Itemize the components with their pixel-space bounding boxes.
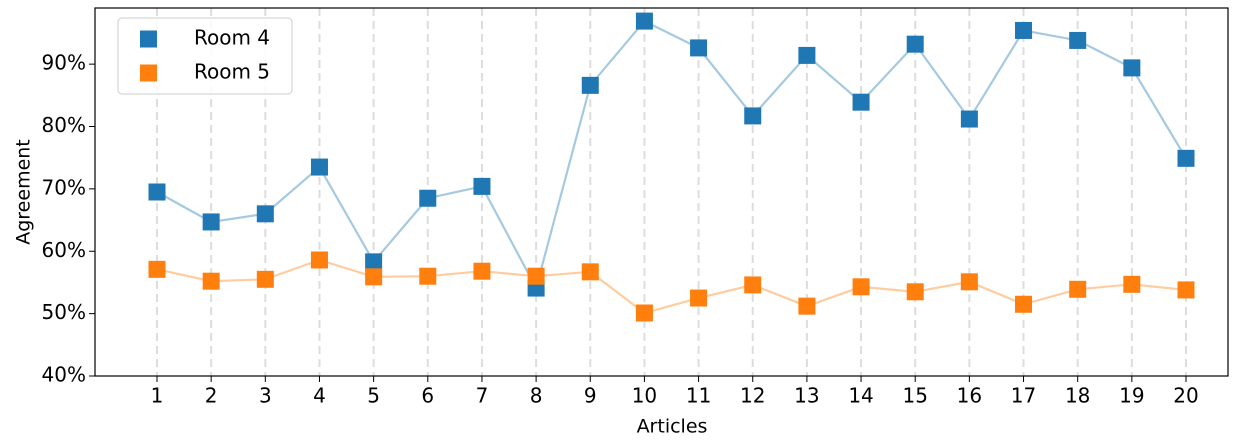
- marker: [365, 268, 383, 286]
- plot-frame: [94, 7, 1229, 377]
- legend-marker: [140, 30, 157, 48]
- y-tick-label: 80%: [42, 113, 86, 137]
- y-tick-label: 50%: [42, 300, 86, 324]
- marker: [852, 93, 870, 111]
- marker: [1069, 31, 1087, 49]
- x-tick-label: 3: [259, 384, 272, 408]
- marker: [1123, 275, 1141, 293]
- x-tick-label: 20: [1173, 384, 1198, 408]
- marker: [1015, 295, 1033, 313]
- marker: [419, 189, 437, 207]
- x-tick-label: 17: [1011, 384, 1036, 408]
- marker: [1177, 149, 1195, 167]
- marker: [1177, 281, 1195, 299]
- y-axis-label: Agreement: [13, 139, 35, 245]
- marker: [256, 205, 274, 223]
- marker: [690, 39, 708, 57]
- marker: [852, 278, 870, 296]
- marker: [473, 262, 491, 280]
- marker: [635, 12, 653, 30]
- legend-box: [117, 17, 293, 95]
- marker: [473, 177, 491, 195]
- marker: [906, 35, 924, 53]
- marker: [744, 107, 762, 125]
- series-line: [156, 258, 1187, 315]
- x-tick-label: 9: [584, 384, 597, 408]
- marker: [527, 267, 545, 285]
- y-tick-label: 90%: [42, 51, 86, 75]
- x-tick-label: 4: [313, 384, 326, 408]
- marker: [581, 263, 599, 281]
- marker: [798, 46, 816, 64]
- legend-marker: [140, 64, 157, 82]
- marker: [690, 289, 708, 307]
- x-tick-label: 12: [740, 384, 765, 408]
- y-tick-label: 40%: [42, 363, 86, 387]
- y-tick-label: 60%: [42, 238, 86, 262]
- marker: [1015, 21, 1033, 39]
- marker: [419, 267, 437, 285]
- marker: [635, 304, 653, 322]
- x-tick-label: 7: [476, 384, 489, 408]
- x-tick-label: 15: [902, 384, 927, 408]
- marker: [1069, 280, 1087, 298]
- y-tick-label: 70%: [42, 175, 86, 199]
- legend-label: Room 4: [194, 26, 270, 50]
- marker: [365, 253, 383, 271]
- marker: [906, 283, 924, 301]
- x-tick-label: 6: [421, 384, 434, 408]
- x-tick-label: 8: [530, 384, 543, 408]
- x-tick-label: 14: [848, 384, 873, 408]
- marker: [310, 251, 328, 269]
- marker: [256, 270, 274, 288]
- marker: [960, 273, 978, 291]
- x-tick-label: 19: [1119, 384, 1144, 408]
- x-tick-label: 1: [151, 384, 164, 408]
- legend-label: Room 5: [194, 60, 270, 84]
- marker: [581, 76, 599, 94]
- marker: [310, 158, 328, 176]
- marker: [202, 213, 220, 231]
- x-tick-label: 13: [794, 384, 819, 408]
- marker: [148, 183, 166, 201]
- marker: [148, 260, 166, 278]
- marker: [960, 110, 978, 128]
- x-tick-label: 5: [367, 384, 380, 408]
- series-line: [156, 19, 1187, 292]
- x-tick-label: 16: [957, 384, 982, 408]
- marker: [202, 272, 220, 290]
- marker: [744, 276, 762, 294]
- x-tick-label: 18: [1065, 384, 1090, 408]
- x-tick-label: 11: [686, 384, 711, 408]
- marker: [1123, 59, 1141, 77]
- x-axis-label: Articles: [637, 416, 708, 438]
- x-tick-label: 2: [205, 384, 218, 408]
- x-tick-label: 10: [632, 384, 657, 408]
- marker: [798, 297, 816, 315]
